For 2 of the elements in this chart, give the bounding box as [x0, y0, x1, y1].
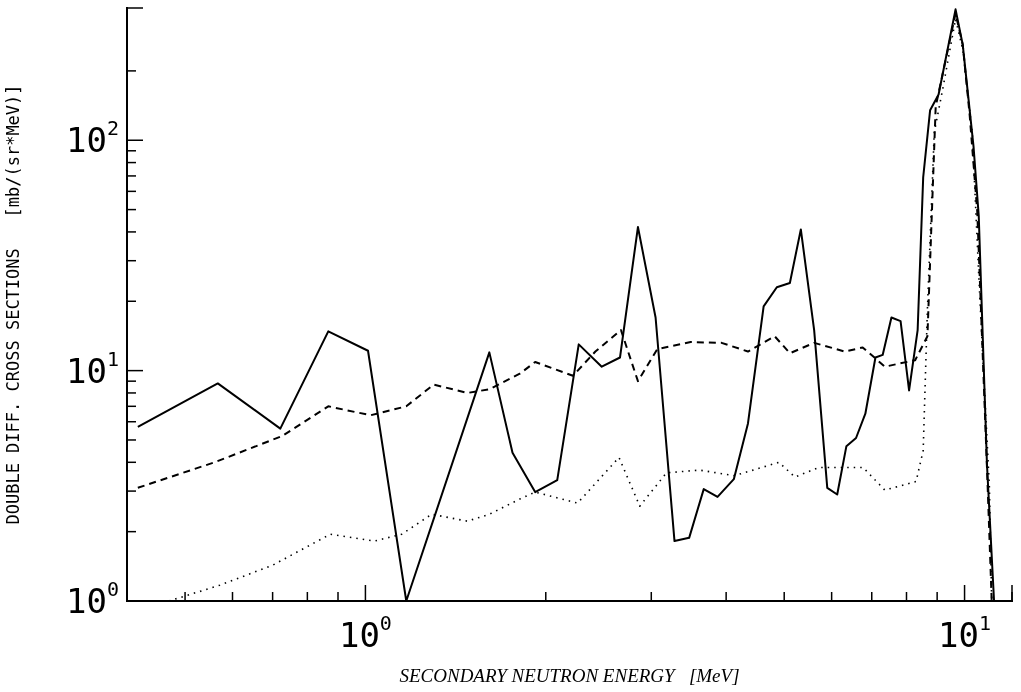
x-axis-title: SECONDARY NEUTRON ENERGY [MeV]: [399, 664, 740, 686]
y-axis-title: DOUBLE DIFF. CROSS SECTIONS [mb/(sr*MeV)]: [2, 84, 23, 525]
